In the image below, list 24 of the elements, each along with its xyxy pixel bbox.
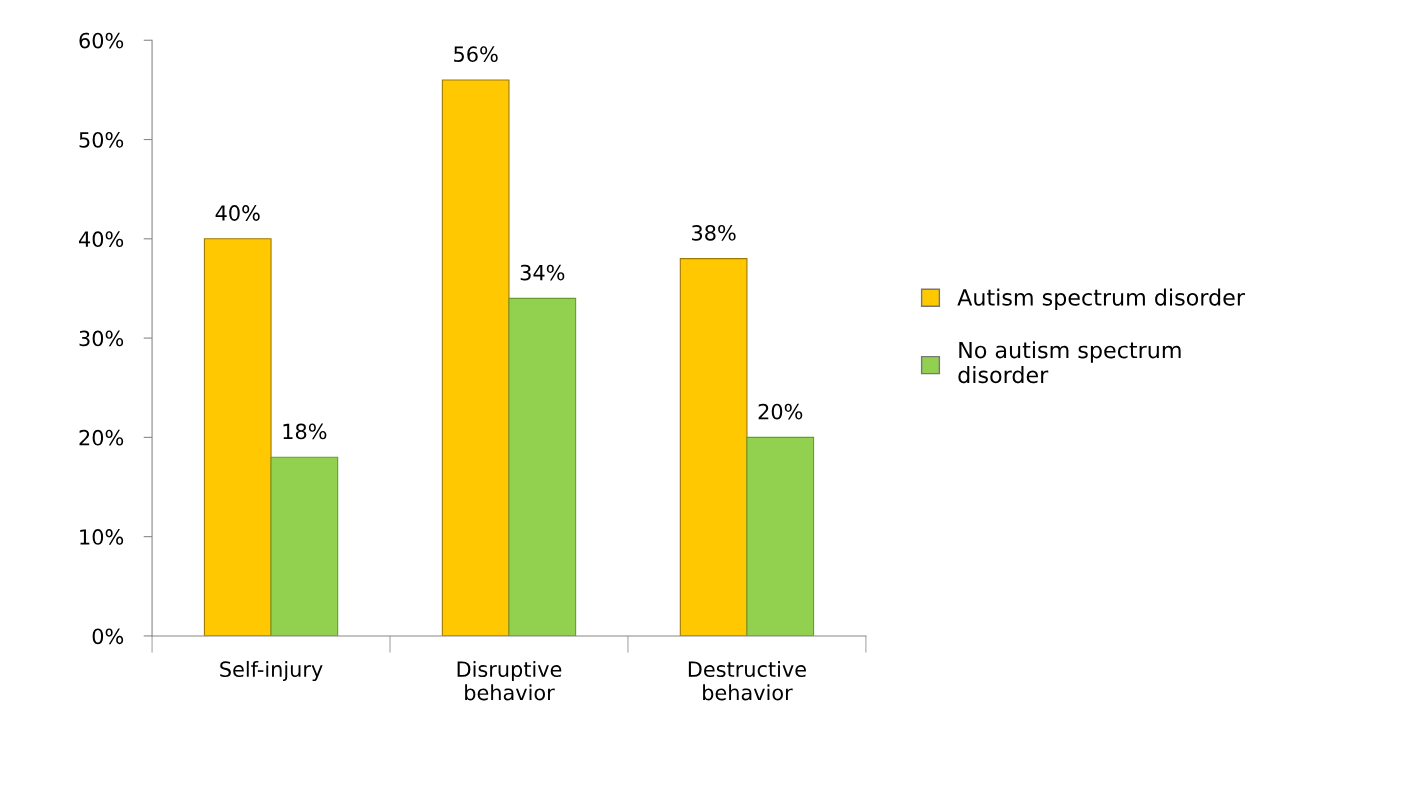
bar (441, 79, 510, 636)
data-label: 40% (215, 205, 260, 221)
y-tick-label: 30% (79, 330, 124, 347)
bar (508, 297, 577, 636)
y-tick-label: 10% (80, 529, 124, 545)
legend-label: Autism spectrum disorder (957, 288, 1245, 311)
bar (203, 238, 272, 636)
x-tick-label: Disruptive behavior (457, 660, 562, 701)
y-tick-label: 0% (92, 628, 124, 645)
bar (679, 258, 748, 636)
bar (746, 436, 815, 636)
bar (270, 456, 339, 636)
data-label: 20% (758, 403, 803, 420)
data-label: 18% (283, 423, 327, 440)
y-tick-label: 50% (79, 131, 124, 148)
y-tick-label: 20% (79, 429, 124, 446)
x-tick-label: Destructive behavior (688, 660, 806, 701)
y-tick-label: 40% (79, 231, 124, 248)
data-label: 34% (520, 264, 565, 281)
data-label: 38% (692, 224, 736, 241)
y-tick-label: 60% (79, 32, 124, 49)
x-tick-label: Self-injury (220, 660, 323, 682)
legend-label: No autism spectrum disorder (958, 341, 1181, 384)
data-label: 56% (454, 46, 498, 63)
